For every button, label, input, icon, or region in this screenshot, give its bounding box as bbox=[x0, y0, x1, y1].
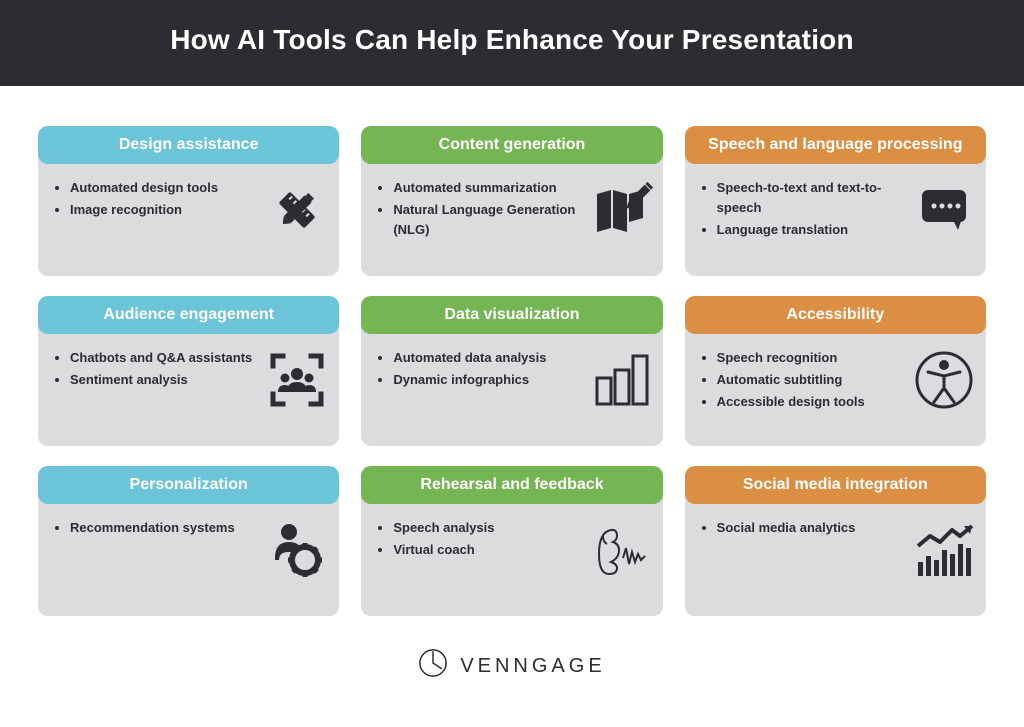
card-list-item: Speech recognition bbox=[717, 348, 904, 368]
card-body: Speech-to-text and text-to-speechLanguag… bbox=[685, 164, 986, 256]
card-list: Automated design toolsImage recognition bbox=[52, 178, 257, 222]
card-list: Social media analytics bbox=[699, 518, 904, 540]
card-body: Social media analytics bbox=[685, 504, 986, 596]
card-title: Social media integration bbox=[685, 466, 986, 504]
card-list-item: Virtual coach bbox=[393, 540, 580, 560]
card-body: Chatbots and Q&A assistantsSentiment ana… bbox=[38, 334, 339, 426]
card-body: Speech analysisVirtual coach bbox=[361, 504, 662, 596]
card-body: Automated design toolsImage recognition bbox=[38, 164, 339, 256]
card-list-item: Image recognition bbox=[70, 200, 257, 220]
venngage-logo-icon bbox=[418, 648, 448, 684]
card-list-item: Automated design tools bbox=[70, 178, 257, 198]
card-list-item: Language translation bbox=[717, 220, 904, 240]
info-card: Accessibility Speech recognitionAutomatic… bbox=[685, 296, 986, 446]
card-list: Speech-to-text and text-to-speechLanguag… bbox=[699, 178, 904, 242]
cards-grid: Design assistance Automated design toolsI… bbox=[0, 86, 1024, 634]
bar-chart-icon bbox=[589, 348, 653, 412]
footer-brand-text: VENNGAGE bbox=[460, 655, 605, 678]
card-list-item: Natural Language Generation (NLG) bbox=[393, 200, 580, 240]
card-list-item: Chatbots and Q&A assistants bbox=[70, 348, 257, 368]
card-list-item: Sentiment analysis bbox=[70, 370, 257, 390]
card-list-item: Speech analysis bbox=[393, 518, 580, 538]
info-card: Rehearsal and feedback Speech analysisVir… bbox=[361, 466, 662, 616]
card-title: Audience engagement bbox=[38, 296, 339, 334]
card-list-item: Dynamic infographics bbox=[393, 370, 580, 390]
card-list-item: Speech-to-text and text-to-speech bbox=[717, 178, 904, 218]
card-list-item: Accessible design tools bbox=[717, 392, 904, 412]
card-list: Speech recognitionAutomatic subtitlingAc… bbox=[699, 348, 904, 414]
page-header: How AI Tools Can Help Enhance Your Prese… bbox=[0, 0, 1024, 86]
design-tools-icon bbox=[265, 178, 329, 242]
speaking-wave-icon bbox=[589, 518, 653, 582]
card-body: Speech recognitionAutomatic subtitlingAc… bbox=[685, 334, 986, 428]
card-list-item: Recommendation systems bbox=[70, 518, 257, 538]
card-list: Speech analysisVirtual coach bbox=[375, 518, 580, 562]
footer-brand: VENNGAGE bbox=[418, 648, 605, 684]
chat-bubble-icon bbox=[912, 178, 976, 242]
card-list: Recommendation systems bbox=[52, 518, 257, 540]
card-body: Automated summarizationNatural Language … bbox=[361, 164, 662, 256]
page-title: How AI Tools Can Help Enhance Your Prese… bbox=[0, 24, 1024, 56]
card-list-item: Social media analytics bbox=[717, 518, 904, 538]
info-card: Speech and language processing Speech-to-… bbox=[685, 126, 986, 276]
card-list: Automated summarizationNatural Language … bbox=[375, 178, 580, 242]
card-body: Automated data analysisDynamic infograph… bbox=[361, 334, 662, 426]
map-pencil-icon bbox=[589, 178, 653, 242]
audience-scan-icon bbox=[265, 348, 329, 412]
user-gear-icon bbox=[265, 518, 329, 582]
card-title: Personalization bbox=[38, 466, 339, 504]
card-title: Accessibility bbox=[685, 296, 986, 334]
page-footer: VENNGAGE bbox=[0, 634, 1024, 684]
accessibility-icon bbox=[912, 348, 976, 412]
card-list-item: Automated summarization bbox=[393, 178, 580, 198]
info-card: Social media integration Social media ana… bbox=[685, 466, 986, 616]
card-title: Speech and language processing bbox=[685, 126, 986, 164]
card-list: Automated data analysisDynamic infograph… bbox=[375, 348, 580, 392]
info-card: Content generation Automated summarizatio… bbox=[361, 126, 662, 276]
card-list-item: Automatic subtitling bbox=[717, 370, 904, 390]
card-title: Data visualization bbox=[361, 296, 662, 334]
card-list-item: Automated data analysis bbox=[393, 348, 580, 368]
info-card: Data visualization Automated data analysi… bbox=[361, 296, 662, 446]
card-title: Content generation bbox=[361, 126, 662, 164]
info-card: Design assistance Automated design toolsI… bbox=[38, 126, 339, 276]
card-title: Design assistance bbox=[38, 126, 339, 164]
card-body: Recommendation systems bbox=[38, 504, 339, 596]
card-title: Rehearsal and feedback bbox=[361, 466, 662, 504]
info-card: Personalization Recommendation systems bbox=[38, 466, 339, 616]
trend-chart-icon bbox=[912, 518, 976, 582]
card-list: Chatbots and Q&A assistantsSentiment ana… bbox=[52, 348, 257, 392]
info-card: Audience engagement Chatbots and Q&A assi… bbox=[38, 296, 339, 446]
